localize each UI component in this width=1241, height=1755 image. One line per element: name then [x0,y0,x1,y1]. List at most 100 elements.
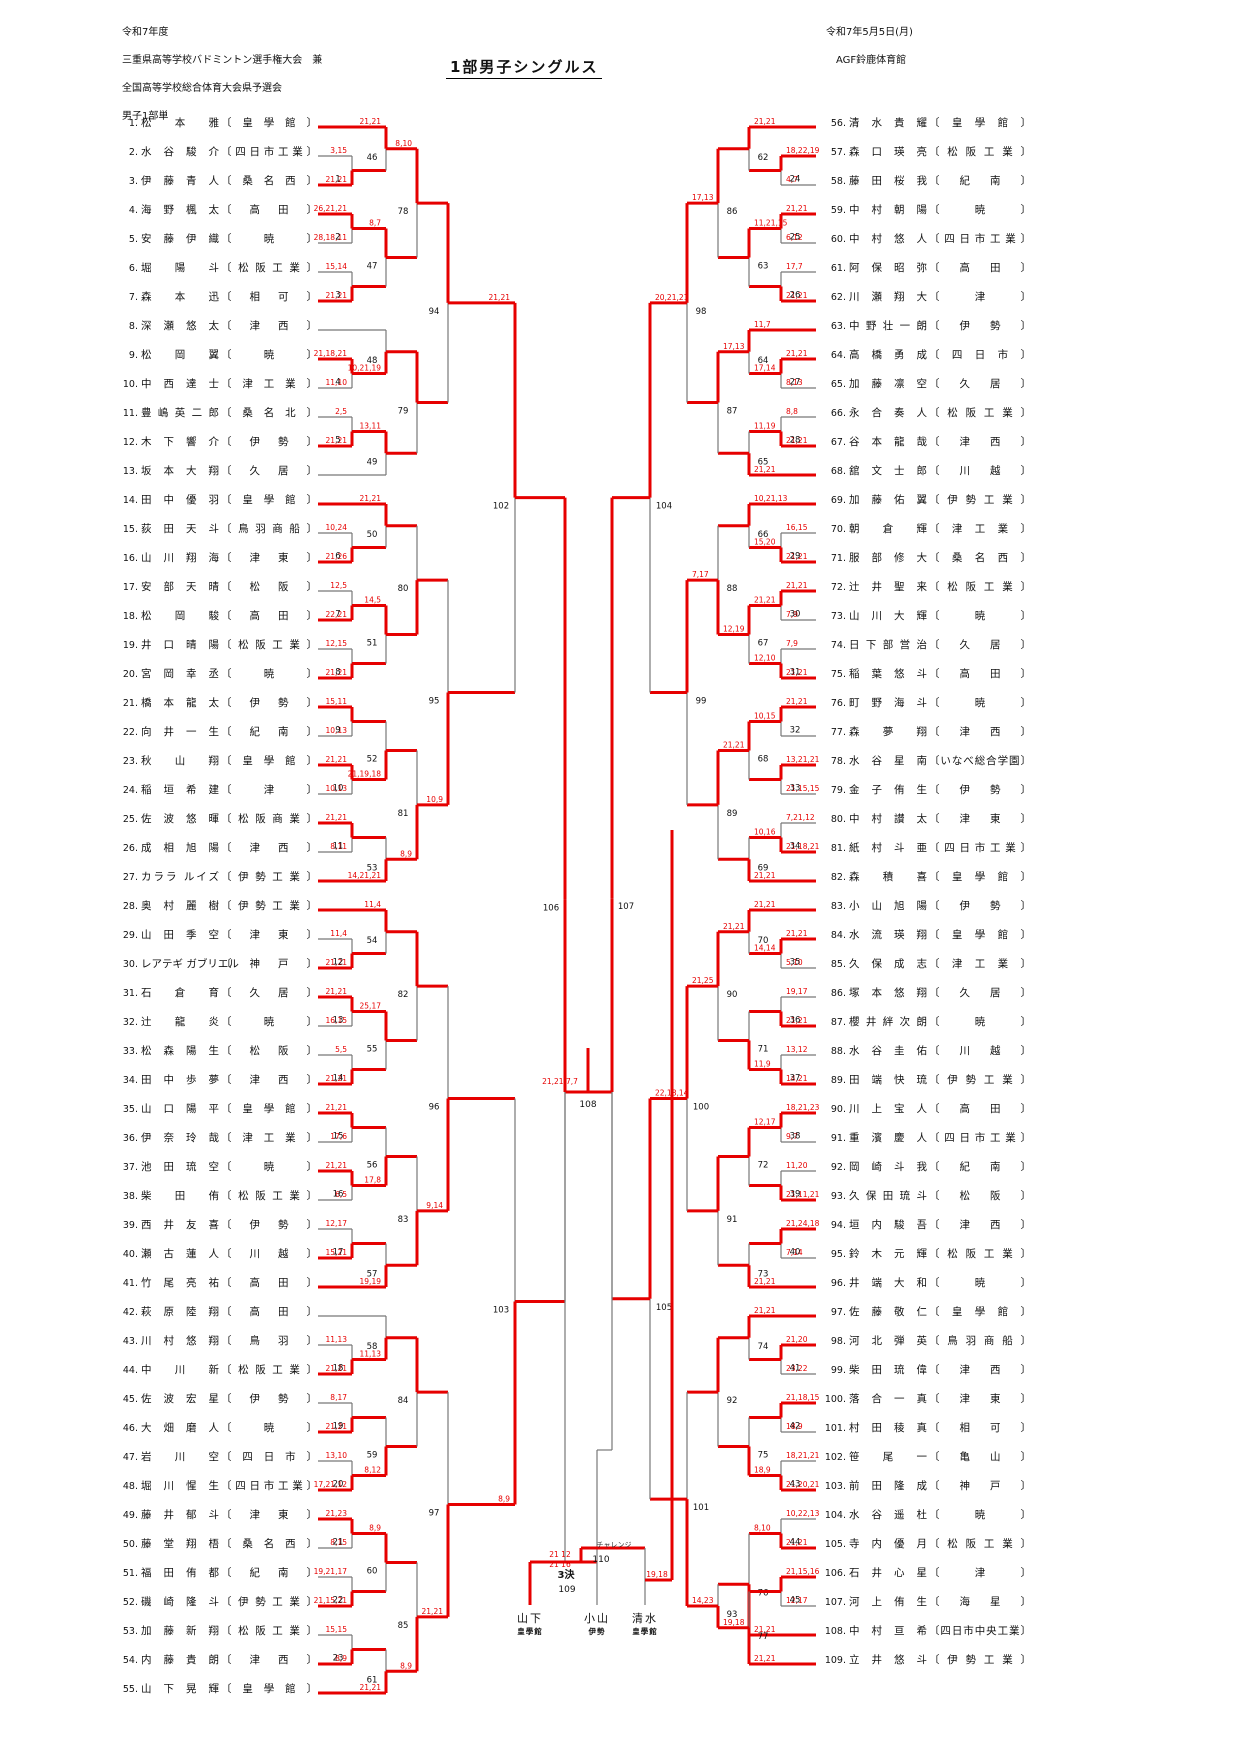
match-score: 13,11 [360,422,382,431]
match-number: 92 [727,1396,738,1406]
player-name: 安藤伊織 [141,233,219,245]
match-score: 7,17 [692,570,709,579]
player-school: 〔伊勢工業〕 [929,494,1031,506]
match-number: 52 [367,755,378,765]
player-number: 44. [122,1365,138,1376]
match-number: 76 [758,1588,769,1598]
player-school: 〔川越〕 [929,465,1031,477]
player-row: 8. 深瀬悠太 〔津西〕 [112,318,317,333]
finalist-name: 小山 [584,1612,610,1625]
match-number: 47 [367,262,378,272]
player-school: 〔皇學館〕 [221,117,317,129]
player-school: 〔松阪工業〕 [929,146,1031,158]
match-score: 7,9 [786,639,798,648]
player-school: 〔久居〕 [221,987,317,999]
player-name: 安部天晴 [141,581,219,593]
player-name: 川上宝人 [849,1103,927,1115]
match-score: 5,5 [335,1045,347,1054]
match-score: 17,14 [754,364,776,373]
player-row: 106. 石井心星 〔津〕 [820,1565,1031,1580]
player-school: 〔暁〕 [221,668,317,680]
player-row: 63. 中野壮一朗 〔伊勢〕 [820,318,1031,333]
player-name: 堀川惺生 [141,1480,219,1492]
player-row: 73. 山川大輝 〔暁〕 [820,608,1031,623]
player-school: 〔伊勢工業〕 [221,900,317,912]
match-number: 12 [333,958,344,968]
player-name: 田中優羽 [141,494,219,506]
match-number: 100 [693,1103,709,1113]
player-number: 8. [128,321,138,332]
player-name: 加藤凛空 [849,378,927,390]
match-number: 33 [790,784,801,794]
player-school: 〔暁〕 [929,1509,1031,1521]
match-score: 14,21,21 [348,871,382,880]
match-number: 75 [758,1451,769,1461]
player-number: 43. [122,1336,138,1347]
player-school: 〔暁〕 [929,204,1031,216]
player-name: 鈴木元輝 [849,1248,927,1260]
match-number: 106 [543,904,559,914]
match-score: 26,21,21 [314,204,348,213]
player-number: 15. [122,524,138,535]
player-number: 68. [830,466,846,477]
match-score: 17,13 [692,193,714,202]
player-name: 井端大和 [849,1277,927,1289]
match-score: 8,10 [754,1524,771,1533]
player-school: 〔津東〕 [929,813,1031,825]
player-school: 〔四日市工業〕 [221,146,317,158]
match-number: 3 [335,291,340,301]
match-score: 8,8 [786,407,798,416]
finalist-school: 皇學館 [517,1627,543,1636]
player-row: 24. 稲垣希建 〔津〕 [112,782,317,797]
match-number: 101 [693,1503,709,1513]
player-name: 川村悠翔 [141,1335,219,1347]
match-score: 13,12 [786,1045,808,1054]
match-score: 21,21 [360,1683,382,1692]
player-school: 〔紀南〕 [929,175,1031,187]
match-number: 17 [333,1248,344,1258]
player-number: 51. [122,1568,138,1579]
match-score: 6,5 [335,1190,347,1199]
player-row: 33. 松森陽生 〔松阪〕 [112,1043,317,1058]
match-score: 22,21 [326,610,348,619]
match-number: 99 [696,697,707,707]
player-school: 〔高田〕 [929,668,1031,680]
match-score: 17,7 [786,262,803,271]
match-number: 34 [790,842,801,852]
player-school: 〔津工業〕 [929,958,1031,970]
player-number: 63. [830,321,846,332]
player-number: 21. [122,698,138,709]
match-number: 9 [335,726,340,736]
match-score: 15,11 [326,697,348,706]
match-score: 11,20 [786,1161,808,1170]
match-number: 51 [367,639,378,649]
match-number: 67 [758,639,769,649]
player-row: 12. 木下響介 〔伊勢〕 [112,434,317,449]
match-score: 8,9 [400,849,412,858]
match-score: 21 12 [549,1550,571,1559]
match-score: 21,21 [489,293,511,302]
player-school: 〔四日市〕 [929,349,1031,361]
player-school: 〔津工業〕 [221,1132,317,1144]
match-number: 104 [656,502,672,512]
match-number: 59 [367,1451,378,1461]
player-school: 〔松阪〕 [221,581,317,593]
match-number: 88 [727,584,738,594]
match-number: 90 [727,990,738,1000]
player-name: 内藤貴朗 [141,1654,219,1666]
match-score: 21,20 [786,1335,808,1344]
match-score: 2,5 [335,407,347,416]
match-number: 14 [333,1074,344,1084]
player-row: 46. 大畑磨人 〔暁〕 [112,1420,317,1435]
player-name: 山川翔海 [141,552,219,564]
player-row: 52. 磯崎隆斗 〔伊勢工業〕 [112,1594,317,1609]
match-score: 21,21 [326,813,348,822]
player-row: 43. 川村悠翔 〔鳥羽〕 [112,1333,317,1348]
player-name: 山下晃輝 [141,1683,219,1695]
player-row: 83. 小山旭陽 〔伊勢〕 [820,898,1031,913]
player-school: 〔鳥羽商船〕 [929,1335,1031,1347]
finalist: 山下 皇學館 [517,1610,543,1637]
match-number: 79 [398,407,409,417]
match-score: 4,7 [786,175,798,184]
player-row: 19. 井口晴陽 〔松阪工業〕 [112,637,317,652]
